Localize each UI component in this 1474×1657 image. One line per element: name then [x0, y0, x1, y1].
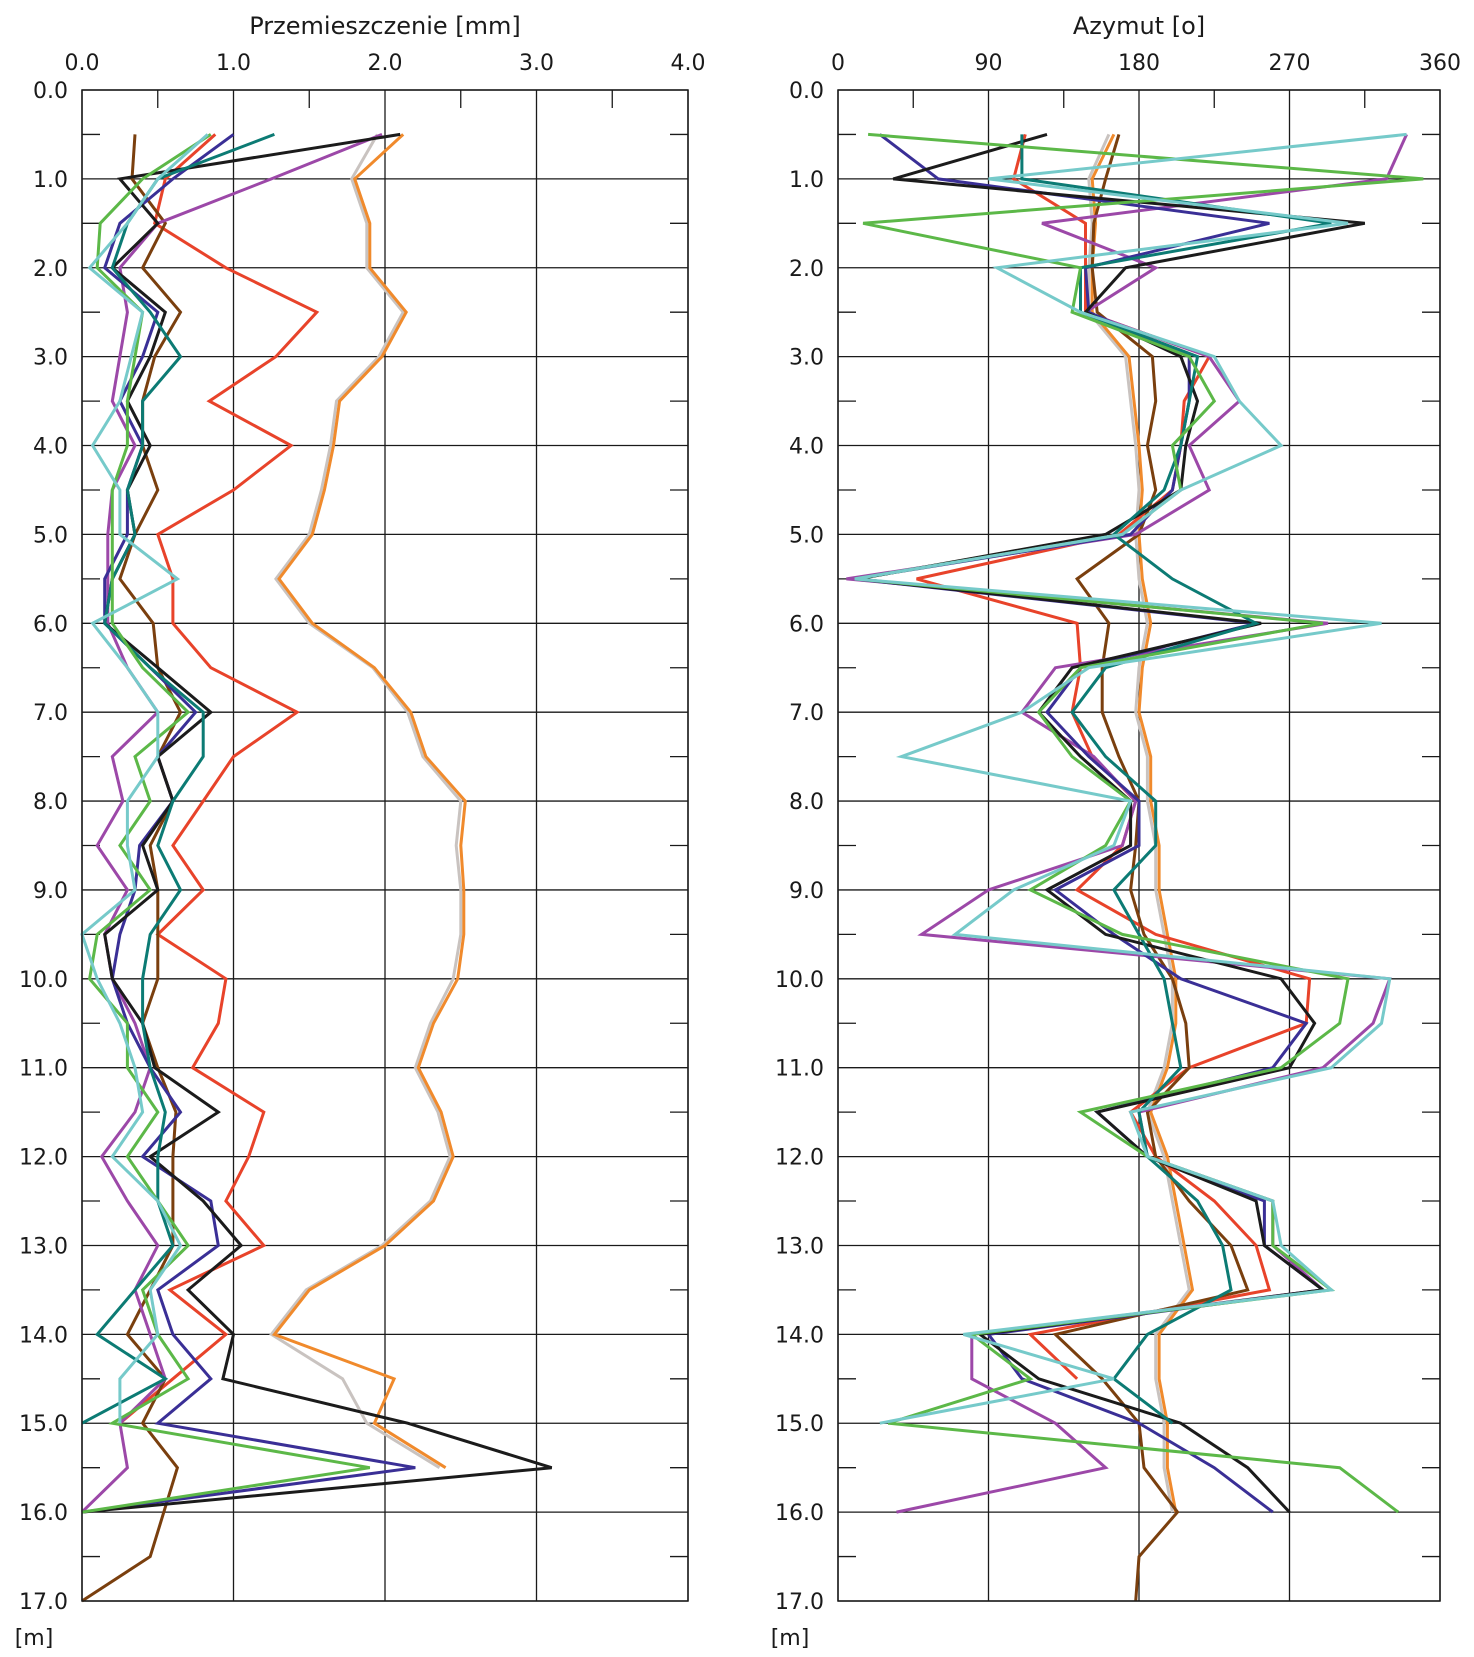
y-tick-label: 5.0: [789, 523, 824, 548]
y-tick-label: 15.0: [775, 1412, 824, 1437]
y-tick-label: 3.0: [33, 346, 68, 371]
y-tick-label: 0.0: [789, 79, 824, 104]
azimuth-chart: 0 90 180 270 360 0.0 1.0 2.0 3.0 4.0 5.0 6.0 7.0 8.0 9…: [771, 12, 1461, 1651]
x-tick-label: 90: [975, 51, 1003, 76]
x-tick-label: 0: [831, 51, 845, 76]
y-tick-label: 1.0: [33, 168, 68, 193]
y-tick-label: 12.0: [775, 1146, 824, 1171]
series-line-1: [269, 133, 463, 1469]
y-tick-label: 0.0: [33, 79, 68, 104]
y-tick-label: 1.0: [789, 168, 824, 193]
y-tick-label: 10.0: [775, 968, 824, 993]
x-axis-title: Azymut [o]: [1073, 12, 1205, 40]
series-line-8: [1020, 134, 1332, 1425]
series-line-1: [1087, 133, 1191, 1513]
y-tick-label: 8.0: [789, 790, 824, 815]
series-line-3: [118, 133, 320, 1425]
y-tick-label: 17.0: [775, 1590, 824, 1615]
series-line-7: [81, 132, 553, 1514]
y-tick-label: 7.0: [33, 701, 68, 726]
y-tick-label: 11.0: [19, 1057, 68, 1082]
y-tick-label: 4.0: [789, 435, 824, 460]
x-tick-label: 270: [1269, 51, 1311, 76]
y-tick-label: 2.0: [789, 257, 824, 282]
x-tick-label: 180: [1118, 51, 1160, 76]
y-tick-label: 4.0: [33, 435, 68, 460]
y-tick-label: 6.0: [789, 612, 824, 637]
series-line-4: [81, 134, 183, 1603]
plot-frame: [81, 89, 689, 1602]
y-tick-label: 12.0: [19, 1146, 68, 1171]
x-tick-label: 0.0: [65, 51, 100, 76]
y-tick-label: 9.0: [33, 879, 68, 904]
displacement-chart: 0.0 1.0 2.0 3.0 4.0 0.0 1.0 2.0 3.0 4.0 5.0 6.0 7.0 8…: [15, 12, 706, 1651]
y-tick-label: 14.0: [19, 1323, 68, 1348]
y-unit-label: [m]: [15, 1626, 54, 1651]
y-tick-label: 13.0: [19, 1234, 68, 1259]
y-tick-label: 8.0: [33, 790, 68, 815]
y-tick-label: 7.0: [789, 701, 824, 726]
series-line-7: [857, 132, 1366, 1514]
y-tick-label: 16.0: [19, 1501, 68, 1526]
y-tick-label: 3.0: [789, 346, 824, 371]
y-tick-label: 15.0: [19, 1412, 68, 1437]
series-line-10: [854, 132, 1407, 1425]
y-tick-label: 2.0: [33, 257, 68, 282]
y-tick-label: 10.0: [19, 968, 68, 993]
y-tick-label: 5.0: [33, 523, 68, 548]
x-tick-label: 360: [1419, 51, 1461, 76]
y-tick-label: 17.0: [19, 1590, 68, 1615]
y-tick-label: 9.0: [789, 879, 824, 904]
x-tick-label: 2.0: [368, 51, 403, 76]
y-tick-label: 13.0: [775, 1234, 824, 1259]
x-axis-title: Przemieszczenie [mm]: [249, 12, 521, 40]
series-line-9: [81, 133, 371, 1514]
x-tick-label: 1.0: [216, 51, 251, 76]
x-tick-label: 3.0: [519, 51, 554, 76]
plot-frame: [837, 89, 1441, 1602]
y-tick-label: 16.0: [775, 1501, 824, 1526]
series-line-10: [80, 133, 209, 1424]
series-line-2: [271, 133, 467, 1469]
y-unit-label: [m]: [771, 1626, 810, 1651]
y-tick-label: 14.0: [775, 1323, 824, 1348]
y-tick-label: 6.0: [33, 612, 68, 637]
y-tick-label: 11.0: [775, 1057, 824, 1082]
x-tick-label: 4.0: [671, 51, 706, 76]
